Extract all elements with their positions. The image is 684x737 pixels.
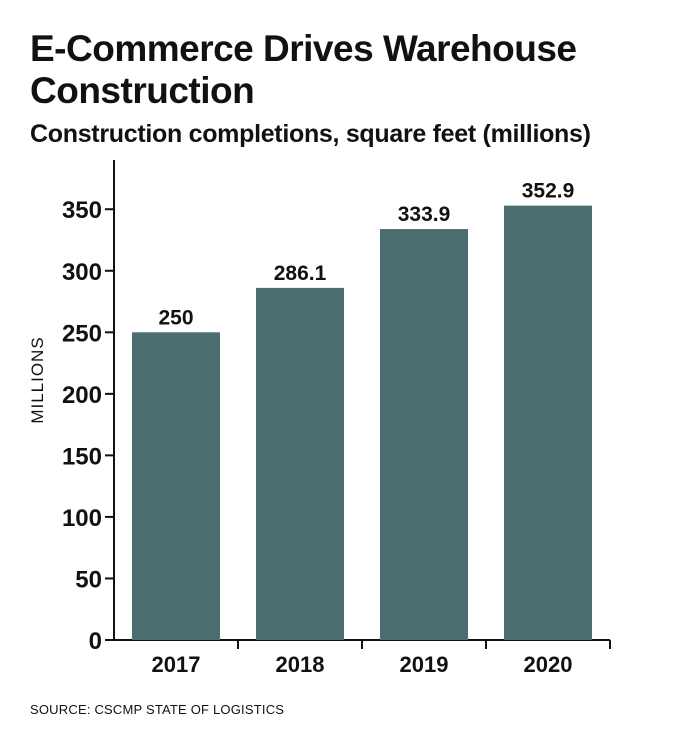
y-tick-label: 200 bbox=[62, 382, 102, 409]
y-tick-label: 350 bbox=[62, 197, 102, 224]
chart-title: E-Commerce Drives Warehouse Construction bbox=[30, 28, 577, 111]
x-tick-label: 2020 bbox=[524, 652, 573, 677]
data-label: 286.1 bbox=[274, 262, 327, 285]
bar bbox=[132, 332, 220, 640]
bar bbox=[504, 205, 592, 640]
x-tick-label: 2019 bbox=[400, 652, 449, 677]
y-tick-label: 100 bbox=[62, 505, 102, 532]
data-label: 333.9 bbox=[398, 203, 451, 226]
data-label: 352.9 bbox=[522, 180, 575, 203]
y-tick-label: 250 bbox=[62, 320, 102, 347]
y-tick-label: 0 bbox=[89, 628, 102, 655]
bar-chart: 0 50 100 150 200 250 300 350 250 2017 286.1 2018 333… bbox=[62, 160, 611, 677]
bar bbox=[380, 229, 468, 641]
bar bbox=[256, 287, 344, 640]
x-tick-label: 2017 bbox=[152, 652, 201, 677]
source-note: SOURCE: CSCMP STATE OF LOGISTICS bbox=[30, 702, 285, 717]
x-tick-label: 2018 bbox=[276, 652, 325, 677]
chart-subtitle: Construction completions, square feet (m… bbox=[30, 120, 591, 148]
y-tick-label: 150 bbox=[62, 443, 102, 470]
y-tick-label: 300 bbox=[62, 259, 102, 286]
data-label: 250 bbox=[158, 306, 193, 329]
y-tick-label: 50 bbox=[75, 566, 102, 593]
